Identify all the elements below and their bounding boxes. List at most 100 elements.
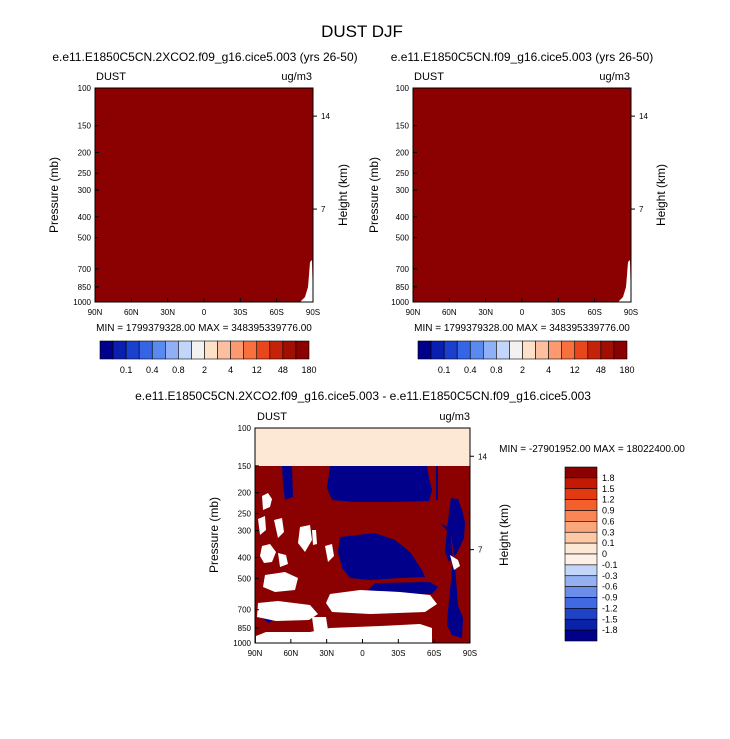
x-tick-label: 0 [202, 308, 207, 317]
colorbar-label: -1.8 [602, 625, 618, 635]
colorbar-swatch [443, 340, 458, 360]
missing-region [618, 260, 631, 302]
colorbar-label: 0 [602, 549, 607, 559]
units-label: ug/m3 [439, 411, 470, 423]
x-tick-label: 0 [360, 649, 365, 658]
colorbar-swatch [564, 488, 598, 500]
x-tick-label: 90S [306, 308, 320, 317]
variable-label: DUST [414, 71, 444, 83]
colorbar-swatch [191, 340, 205, 360]
y-tick-label: 200 [238, 489, 252, 498]
x-tick-label: 30S [551, 308, 565, 317]
colorbar-swatch [417, 340, 432, 360]
y-tick-label: 500 [238, 574, 252, 583]
colorbar-label: 48 [596, 365, 606, 375]
x-tick-label: 30N [319, 649, 334, 658]
colorbar-label: 4 [228, 365, 233, 375]
variable-label: DUST [257, 411, 287, 423]
colorbar-swatch [564, 499, 598, 511]
colorbar-label: 0.9 [602, 506, 615, 516]
y-tick-label: 100 [78, 84, 92, 93]
y-tick-label: 700 [396, 265, 410, 274]
colorbar-label: 1.2 [602, 495, 615, 505]
colorbar-swatch [256, 340, 271, 360]
colorbar-swatch [564, 629, 598, 642]
colorbar-label: -0.3 [602, 571, 618, 581]
colorbar-swatch [564, 477, 598, 490]
x-tick-label: 60S [427, 649, 441, 658]
variable-label: DUST [96, 71, 126, 83]
panel-diff: e.e11.E1850C5CN.2XCO2.f09_g16.cice5.003 … [135, 389, 685, 658]
colorbar-swatch [469, 340, 484, 360]
colorbar-swatch [564, 618, 598, 631]
near-zero-gaps [256, 493, 460, 643]
y-tick-label: 250 [78, 169, 92, 178]
colorbar-diff: 1.81.51.20.90.60.30.10-0.1-0.3-0.6-0.9-1… [564, 466, 618, 642]
colorbar-right: 0.1 0.4 0.8 2 4 12 48 180 [417, 340, 635, 375]
colorbar-swatch [243, 340, 258, 360]
x-tick-label: 0 [520, 308, 525, 317]
x-tick-label: 90S [624, 308, 638, 317]
units-label: ug/m3 [599, 71, 630, 83]
main-title: DUST DJF [321, 22, 403, 41]
x-tick-label: 60S [588, 308, 602, 317]
colorbar-label: 0.1 [438, 365, 451, 375]
colorbar-swatch [564, 564, 598, 577]
panel-title: e.e11.E1850C5CN.2XCO2.f09_g16.cice5.003 … [52, 50, 357, 64]
colorbar-swatch [99, 340, 114, 360]
colorbar-swatch [138, 340, 153, 360]
colorbar-label: 0.6 [602, 516, 615, 526]
negative-region [262, 466, 465, 638]
colorbar-swatch [613, 340, 628, 360]
y-tick-label: 300 [78, 186, 92, 195]
y-axis-right-label: Height (km) [336, 164, 350, 226]
y-tick-label: 200 [396, 148, 410, 157]
colorbar-swatch [165, 340, 179, 360]
colorbar-swatch [151, 340, 166, 360]
field-fill [95, 88, 313, 302]
colorbar-swatch [564, 531, 598, 544]
colorbar-swatch [125, 340, 140, 360]
colorbar-label: 4 [546, 365, 551, 375]
y-axis-label: Pressure (mb) [47, 157, 61, 233]
y-tick-label: 850 [78, 283, 92, 292]
colorbar-label: 180 [301, 365, 316, 375]
colorbar-swatch [483, 340, 497, 360]
colorbar-swatch [564, 597, 598, 609]
colorbar-label: 0.1 [120, 365, 133, 375]
panel-title: e.e11.E1850C5CN.f09_g16.cice5.003 (yrs 2… [391, 50, 654, 64]
y-tick-label: 200 [78, 148, 92, 157]
colorbar-swatch [548, 340, 562, 360]
height-tick-label: 7 [321, 205, 326, 214]
x-tick-label: 90N [406, 308, 421, 317]
x-tick-label: 30N [160, 308, 175, 317]
colorbar-left: 0.1 0.4 0.8 2 4 12 48 180 [99, 340, 317, 375]
field-fill [413, 88, 631, 302]
colorbar-label: 1.5 [602, 484, 615, 494]
height-tick-label: 14 [639, 112, 648, 121]
colorbar-swatch [564, 608, 598, 620]
x-tick-label: 90N [88, 308, 103, 317]
y-tick-label: 400 [238, 553, 252, 562]
colorbar-swatch [295, 340, 310, 360]
x-tick-label: 90N [248, 649, 263, 658]
colorbar-swatch [564, 553, 598, 566]
y-tick-label: 150 [78, 122, 92, 131]
x-tick-label: 30N [478, 308, 493, 317]
y-tick-label: 500 [396, 234, 410, 243]
colorbar-swatch [574, 340, 589, 360]
y-axis-label: Pressure (mb) [367, 157, 381, 233]
height-tick-label: 14 [321, 112, 330, 121]
y-axis-right-label: Height (km) [497, 504, 511, 566]
y-tick-label: 150 [396, 122, 410, 131]
y-tick-label: 1000 [391, 298, 409, 307]
colorbar-swatch [496, 340, 510, 360]
y-tick-label: 500 [78, 234, 92, 243]
colorbar-swatch [204, 340, 218, 360]
y-tick-label: 250 [238, 510, 252, 519]
colorbar-label: -1.2 [602, 603, 618, 613]
colorbar-swatch [564, 521, 598, 533]
stats-text: MIN = 1799379328.00 MAX = 348395339776.0… [96, 323, 312, 334]
colorbar-swatch [564, 586, 598, 598]
